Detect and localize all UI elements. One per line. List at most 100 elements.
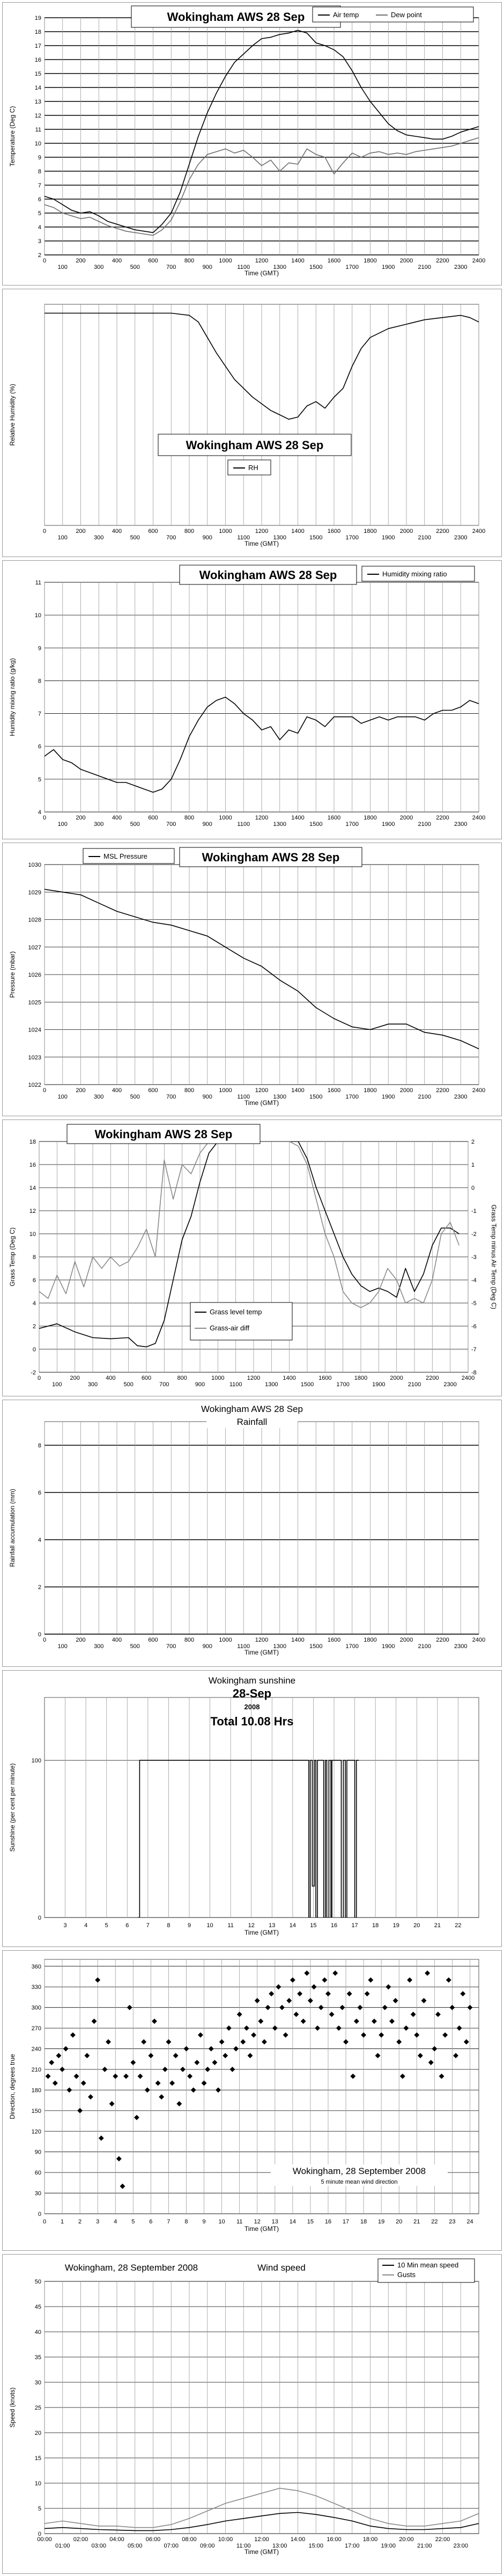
y-tick-label: 50 <box>35 2279 41 2285</box>
x-tick-label: 0 <box>43 528 46 535</box>
relative-humidity-chart: 0 200 400 600 800 1000 1200 1400 1600 1800 2000 220… <box>9 304 485 547</box>
legend-label: RH <box>248 464 258 472</box>
x-tick-label: 3 <box>64 1922 67 1929</box>
y-tick-label: 20 <box>35 2430 41 2436</box>
x-tick-label: 1800 <box>364 528 376 535</box>
x-tick-label: 17 <box>351 1922 358 1929</box>
x-tick-label: 13 <box>272 2219 278 2225</box>
x-tick-label: 100 <box>58 1643 68 1650</box>
x-tick-label: 500 <box>130 1643 140 1650</box>
x-tick-label: 400 <box>112 528 122 535</box>
x-tick-label: 1500 <box>309 264 322 270</box>
y-tick-label: 90 <box>35 2149 41 2156</box>
y-tick-label: 1029 <box>28 889 41 896</box>
x-tick-label: 1100 <box>237 535 250 541</box>
y-right-tick-label: 0 <box>471 1185 475 1191</box>
x-tick-label: 1900 <box>382 264 395 270</box>
x-tick-label: 0 <box>43 2219 46 2225</box>
y-axis-label: Rainfall accumulation (mm) <box>9 1489 16 1567</box>
x-tick-label: 2100 <box>418 1643 431 1650</box>
x-axis-label: Time (GMT) <box>244 1929 279 1936</box>
y-tick-label: -2 <box>31 1370 36 1376</box>
pressure-chart-panel: 1022 1023 1024 1025 1026 1027 1028 1029 1030 0 200… <box>2 843 502 1116</box>
x-tick-label: 9 <box>188 1922 191 1929</box>
x-tick-label: 1100 <box>229 1381 242 1388</box>
series-line-msl-pressure <box>45 889 479 1050</box>
x-tick-label: 1400 <box>291 258 304 264</box>
x-tick-label: 700 <box>166 1094 176 1100</box>
x-tick-label: 18:00 <box>363 2536 378 2543</box>
y-tick-label: 14 <box>35 85 41 91</box>
x-tick-label: 1600 <box>328 1637 340 1643</box>
y-axis-label: Grass Temp (Deg C) <box>9 1227 16 1286</box>
x-tick-label: 2400 <box>472 258 485 264</box>
title-box <box>179 565 357 585</box>
x-tick-label: 1000 <box>219 258 232 264</box>
scatter-point <box>432 2046 438 2052</box>
chart-title: Wokingham AWS 28 Sep <box>201 1404 303 1414</box>
x-tick-label: 500 <box>130 821 140 828</box>
scatter-point <box>375 2053 381 2059</box>
x-tick-label: 22 <box>431 2219 438 2225</box>
series-line-gusts <box>45 2487 479 2528</box>
x-tick-label: 1000 <box>219 1637 232 1643</box>
y-right-tick-label: -5 <box>471 1300 477 1307</box>
y-right-axis-label: Grass Temp minus Air Temp (Deg C) <box>490 1205 498 1309</box>
humidity-plot-area: 0 200 400 600 800 1000 1200 1400 1600 1800 2000 220… <box>9 304 485 547</box>
x-tick-label: 100 <box>58 821 68 828</box>
y-tick-label: 1023 <box>28 1055 41 1061</box>
series-line-dew-point <box>45 137 479 236</box>
y-tick-label: 12 <box>29 1208 36 1214</box>
x-tick-label: 15 <box>307 2219 314 2225</box>
x-tick-label: 1700 <box>346 264 359 270</box>
y-tick-label: 8 <box>38 1443 41 1449</box>
x-tick-label: 1000 <box>219 815 232 821</box>
temperature-plot-area: 2 3 4 5 6 7 8 9 10 11 12 13 14 15 16 17 18 19 0 200 400 600 80… <box>9 5 485 277</box>
temperature-chart: 2 3 4 5 6 7 8 9 10 11 12 13 14 15 16 17 18 19 0 200 400 600 80… <box>9 5 485 277</box>
y-tick-label: 12 <box>35 113 41 119</box>
legend-label: 10 Min mean speed <box>397 2261 458 2269</box>
x-tick-label: 1100 <box>237 1094 250 1100</box>
x-tick-label: 2300 <box>454 821 467 828</box>
wind-speed-plot-area: 0 5 10 15 20 25 30 35 40 45 50 00:00 02:00 04:00 06:00… <box>9 2258 479 2556</box>
x-tick-label: 2300 <box>454 1643 467 1650</box>
y-tick-label: 16 <box>35 57 41 63</box>
x-tick-label: 1200 <box>247 1375 260 1381</box>
x-tick-label: 1600 <box>328 528 340 535</box>
x-tick-label: 08:00 <box>182 2536 197 2543</box>
x-tick-label: 14:00 <box>291 2536 306 2543</box>
x-tick-label: 400 <box>106 1375 115 1381</box>
x-tick-label: 23:00 <box>453 2543 468 2549</box>
y-tick-label: 3 <box>38 238 41 245</box>
y-tick-label: 9 <box>38 155 41 161</box>
x-tick-label: 1700 <box>346 535 359 541</box>
x-tick-label: 1900 <box>382 821 395 828</box>
chart-title: Wokingham, 28 September 2008 <box>65 2263 198 2273</box>
y-axis-label: Temperature (Deg C) <box>9 106 16 167</box>
x-tick-label: 23 <box>449 2219 455 2225</box>
x-tick-label: 1400 <box>291 815 304 821</box>
x-tick-label: 1700 <box>346 821 359 828</box>
y-axis-label: Relative Humidity (%) <box>9 384 16 445</box>
x-tick-label: 900 <box>203 1094 212 1100</box>
x-tick-label: 400 <box>112 815 122 821</box>
scatter-point <box>262 2039 267 2045</box>
x-tick-label: 700 <box>166 264 176 270</box>
y-tick-label: 30 <box>35 2380 41 2386</box>
x-tick-label: 800 <box>184 1087 194 1094</box>
x-tick-label: 1200 <box>255 1087 268 1094</box>
y-tick-label: 5 <box>38 2506 41 2512</box>
scatter-point <box>463 2039 469 2045</box>
y-tick-label: 45 <box>35 2304 41 2310</box>
mixing-ratio-plot-area: 4 5 6 7 8 9 10 11 0 200 400 600 800 1000 1200 1400 1600 1… <box>9 565 485 828</box>
x-tick-label: 600 <box>148 815 158 821</box>
scatter-point <box>425 1970 431 1976</box>
x-tick-label: 1200 <box>255 528 268 535</box>
series-group <box>45 697 479 793</box>
y-tick-label: 10 <box>35 612 41 619</box>
y-tick-label: 1026 <box>28 972 41 978</box>
x-tick-label: 2100 <box>408 1381 421 1388</box>
x-tick-label: 21 <box>413 2219 420 2225</box>
